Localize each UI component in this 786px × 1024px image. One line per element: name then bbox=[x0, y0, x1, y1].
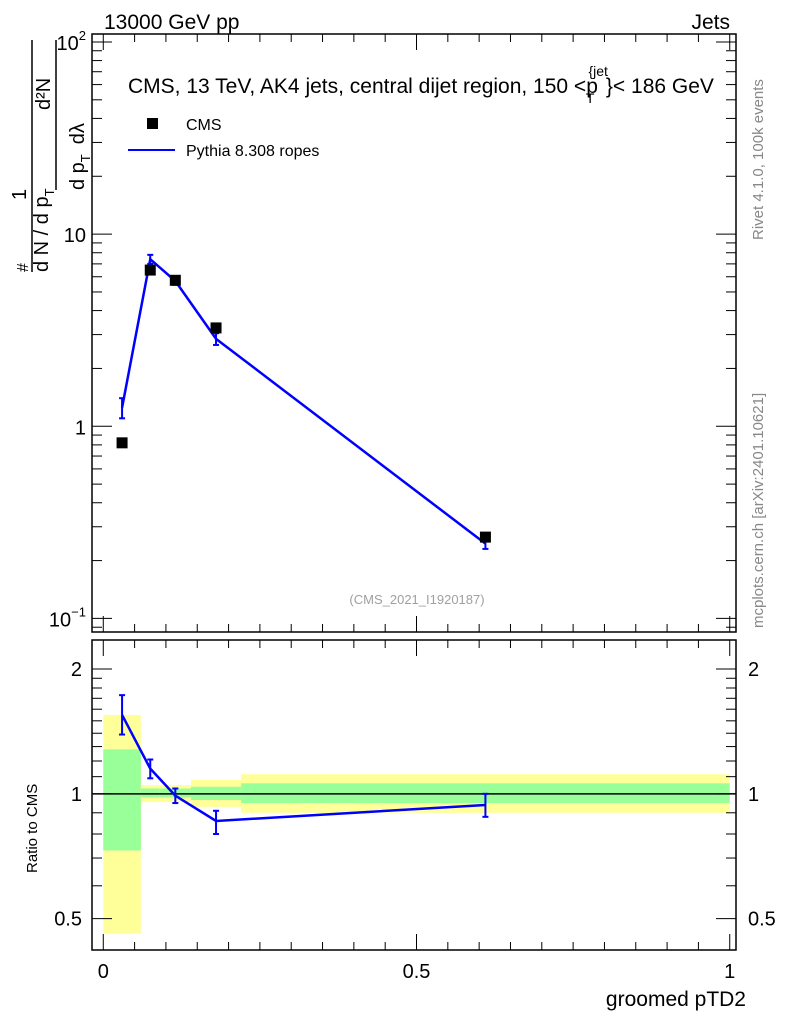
analysis-watermark: (CMS_2021_I1920187) bbox=[349, 592, 484, 607]
ylabel-num2: d²N bbox=[33, 78, 55, 110]
ratio-y-tick-label: 2 bbox=[71, 659, 82, 681]
mcplots-label: mcplots.cern.ch [arXiv:2401.10621] bbox=[750, 393, 767, 628]
ratio-y-tick-label: 1 bbox=[71, 784, 82, 806]
ylabel-num1: 1 bbox=[9, 189, 31, 200]
x-tick-label: 1 bbox=[724, 961, 735, 983]
ylabel-den2: d pTdλ bbox=[67, 123, 93, 190]
legend-pythia-label: Pythia 8.308 ropes bbox=[186, 143, 319, 160]
cms-data-point bbox=[210, 322, 222, 334]
ratio-y-label: Ratio to CMS bbox=[24, 784, 41, 873]
rivet-version-label: Rivet 4.1.0, 100k events bbox=[750, 79, 767, 240]
legend-cms-label: CMS bbox=[186, 117, 222, 134]
main-frame bbox=[91, 33, 737, 633]
ratio-y-tick-label-right: 0.5 bbox=[748, 909, 776, 931]
y-axis-label-main: d N / d pT 1 # d pTdλ d²N bbox=[9, 40, 93, 272]
ratio-y-tick-label: 0.5 bbox=[54, 909, 82, 931]
ylabel-hash: # bbox=[15, 263, 32, 272]
x-tick-label: 0 bbox=[98, 961, 109, 983]
ratio-frame bbox=[91, 639, 737, 951]
ratio-y-tick-label-right: 2 bbox=[748, 659, 759, 681]
pythia-line bbox=[120, 256, 487, 545]
legend-cms-marker bbox=[147, 118, 158, 129]
y-tick-label: 102 bbox=[57, 28, 86, 55]
y-tick-label: 1 bbox=[75, 417, 86, 439]
ratio-green-band bbox=[103, 749, 141, 851]
ratio-y-tick-label-right: 1 bbox=[748, 784, 759, 806]
plot-title: CMS, 13 TeV, AK4 jets, central dijet reg… bbox=[128, 63, 714, 106]
cms-data-point bbox=[169, 274, 181, 286]
header-right: Jets bbox=[691, 11, 730, 34]
header-left: 13000 GeV pp bbox=[104, 11, 239, 34]
x-axis-label: groomed pTD2 bbox=[606, 988, 746, 1011]
cms-data-point bbox=[116, 437, 128, 449]
ylabel-den1: d N / d pT bbox=[31, 188, 57, 272]
cms-data-point bbox=[479, 531, 491, 543]
x-tick-label: 0.5 bbox=[403, 961, 431, 983]
ratio-green-band bbox=[140, 788, 160, 798]
y-tick-label: 10−1 bbox=[49, 604, 86, 631]
ratio-panel: 0 0.5 1 2 2 1 1 0.5 0.5 bbox=[54, 639, 776, 983]
main-panel: 102 10 1 10−1 bbox=[49, 28, 737, 633]
y-tick-label: 10 bbox=[64, 225, 86, 247]
cms-data-point bbox=[144, 264, 156, 276]
